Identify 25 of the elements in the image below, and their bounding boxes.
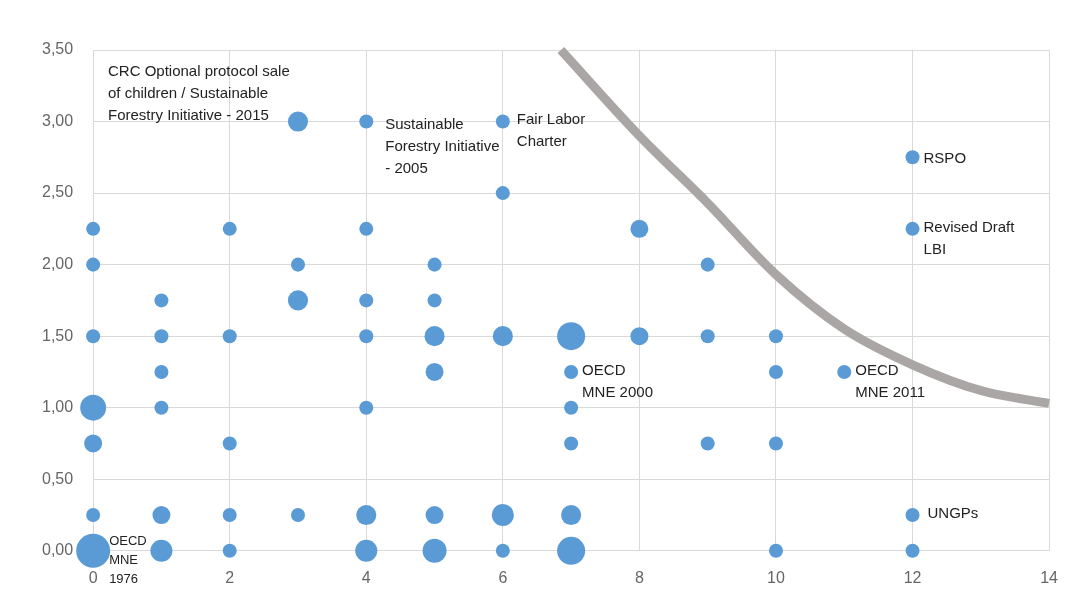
annotation: Revised Draft LBI: [923, 218, 1016, 258]
y-tick-label: 2,00: [42, 255, 74, 273]
x-tick-label: 14: [1040, 568, 1059, 586]
y-tick-label: 1,00: [42, 398, 74, 416]
annotation: Fair Labor Charter: [516, 110, 586, 150]
annotation: Sustainable Forestry Initiative - 2005: [385, 115, 500, 177]
x-tick-label: 6: [498, 568, 508, 586]
x-tick-label: 0: [88, 568, 98, 586]
y-tick-label: 2,50: [42, 183, 74, 201]
x-tick-label: 10: [767, 568, 785, 586]
x-tick-label: 2: [225, 568, 235, 586]
y-tick-label: 0,50: [42, 469, 74, 487]
y-tick-label: 1,50: [42, 326, 74, 344]
annotation: UNGPs: [927, 503, 979, 521]
x-tick-label: 12: [903, 568, 922, 586]
x-tick-label: 8: [634, 568, 644, 586]
x-tick-label: 4: [361, 568, 371, 586]
y-tick-label: 0,00: [42, 541, 74, 559]
annotation: RSPO: [923, 148, 967, 166]
y-tick-label: 3,00: [42, 111, 74, 129]
annotation: CRC Optional protocol sale of children / Sustainable Forestry Initiative - 2015: [107, 62, 290, 124]
annotation: OECD MNE 1976: [109, 532, 147, 586]
annotation: OECD MNE 2000: [582, 360, 653, 400]
y-tick-label: 3,50: [42, 40, 74, 58]
annotation: OECD MNE 2011: [855, 360, 926, 400]
